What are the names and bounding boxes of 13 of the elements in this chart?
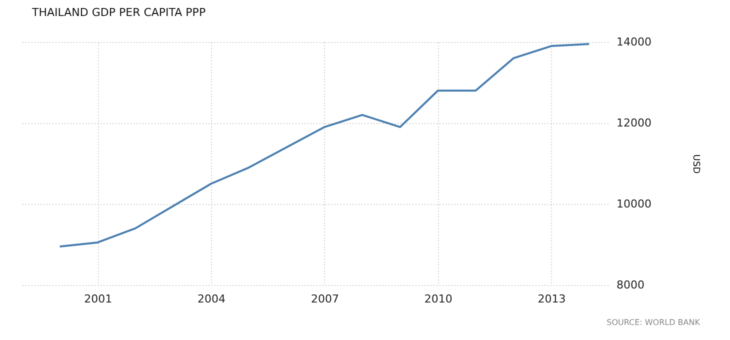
x-tick-label: 2013 xyxy=(538,292,566,306)
x-tick-label: 2004 xyxy=(198,292,226,306)
source-note: SOURCE: WORLD BANK xyxy=(606,318,700,327)
line-series xyxy=(58,43,590,248)
x-tick-label: 2001 xyxy=(84,292,112,306)
y-axis-title: USD xyxy=(690,154,700,174)
x-tick-label: 2007 xyxy=(310,292,339,306)
y-tick-label: 10000 xyxy=(616,198,652,210)
y-tick-label: 14000 xyxy=(616,36,652,48)
chart-title: THAILAND GDP PER CAPITA PPP xyxy=(31,6,206,19)
y-tick-label: 8000 xyxy=(616,278,644,292)
y-tick-label: 12000 xyxy=(616,116,652,130)
x-tick-label: 2010 xyxy=(424,292,452,306)
